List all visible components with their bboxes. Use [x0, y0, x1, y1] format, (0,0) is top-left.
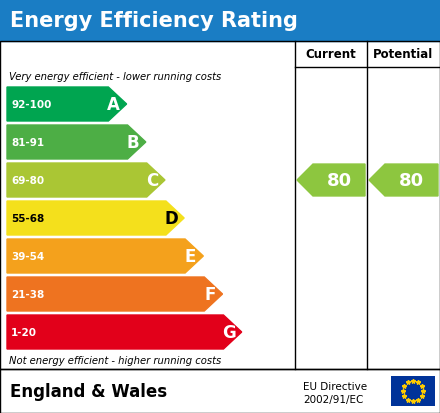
Text: England & Wales: England & Wales — [10, 382, 167, 400]
Polygon shape — [7, 164, 165, 197]
Text: 69-80: 69-80 — [11, 176, 44, 185]
Text: Very energy efficient - lower running costs: Very energy efficient - lower running co… — [9, 72, 221, 82]
Bar — [0, 369, 440, 413]
Text: 92-100: 92-100 — [11, 100, 51, 110]
Text: 1-20: 1-20 — [11, 327, 37, 337]
Polygon shape — [7, 88, 127, 122]
Text: 80: 80 — [326, 171, 352, 190]
Polygon shape — [297, 165, 365, 197]
Polygon shape — [7, 277, 223, 311]
Polygon shape — [7, 202, 184, 235]
Text: Not energy efficient - higher running costs: Not energy efficient - higher running co… — [9, 355, 221, 365]
Text: 55-68: 55-68 — [11, 214, 44, 223]
Bar — [391, 376, 435, 406]
Text: A: A — [107, 96, 120, 114]
Text: Current: Current — [306, 48, 356, 62]
Bar — [0, 0, 440, 42]
Text: C: C — [146, 171, 158, 190]
Text: Energy Efficiency Rating: Energy Efficiency Rating — [10, 11, 298, 31]
Polygon shape — [369, 165, 438, 197]
Text: 21-38: 21-38 — [11, 289, 44, 299]
Text: Potential: Potential — [374, 48, 434, 62]
Text: G: G — [222, 323, 236, 341]
Text: B: B — [127, 134, 139, 152]
Text: 39-54: 39-54 — [11, 252, 44, 261]
Text: 81-91: 81-91 — [11, 138, 44, 147]
Polygon shape — [7, 126, 146, 159]
Polygon shape — [7, 315, 242, 349]
Text: 2002/91/EC: 2002/91/EC — [303, 394, 363, 404]
Text: E: E — [185, 247, 196, 266]
Text: D: D — [165, 209, 178, 228]
Text: 80: 80 — [399, 171, 424, 190]
Polygon shape — [7, 240, 203, 273]
Text: EU Directive: EU Directive — [303, 381, 367, 391]
Bar — [0, 42, 440, 369]
Text: F: F — [204, 285, 216, 303]
